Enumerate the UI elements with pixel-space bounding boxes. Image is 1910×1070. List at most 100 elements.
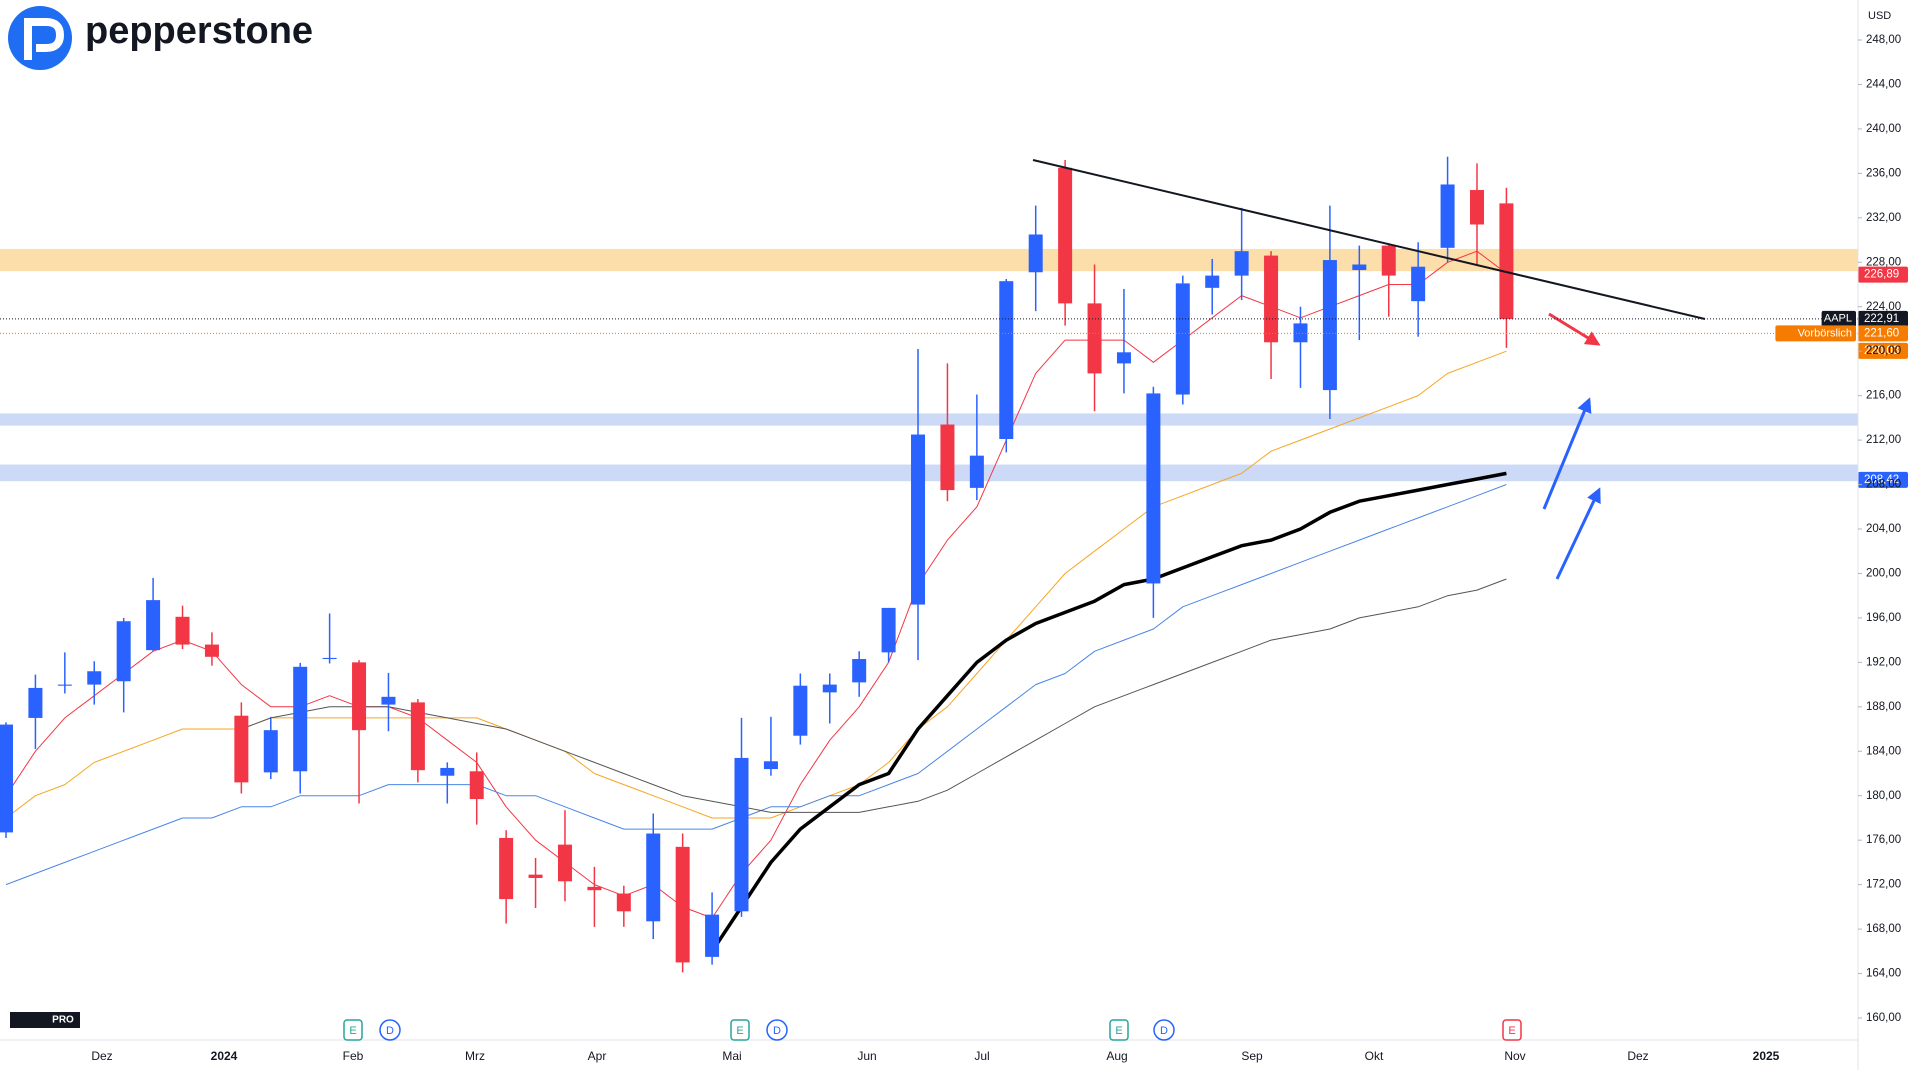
logo: pepperstone	[8, 6, 313, 70]
event-label: E	[736, 1025, 743, 1037]
candle-body	[734, 757, 749, 912]
event-marker	[1502, 1019, 1522, 1041]
trendline	[1032, 159, 1706, 320]
candle-body	[440, 767, 455, 776]
x-tick-label: Dez	[1627, 1049, 1648, 1063]
y-tick-label: 236,00	[1866, 167, 1901, 179]
y-tick-label: 220,00	[1866, 345, 1901, 357]
y-tick-label: 244,00	[1866, 78, 1901, 90]
x-tick-label: Mrz	[465, 1049, 485, 1063]
candle-body	[1499, 203, 1514, 319]
price-tag-label: Vorbörslich	[1798, 327, 1852, 339]
candle-body	[381, 696, 396, 705]
event-label: E	[1508, 1025, 1515, 1037]
tv-badge-text: PRO	[52, 1015, 74, 1026]
candle-body	[1116, 352, 1131, 364]
y-tick-label: 232,00	[1866, 212, 1901, 224]
x-tick-label: Dez	[91, 1049, 112, 1063]
event-label: D	[1160, 1025, 1168, 1037]
x-tick-label: Aug	[1106, 1049, 1127, 1063]
y-tick-label: 168,00	[1866, 923, 1901, 935]
tv-badge: PRO	[10, 1012, 80, 1028]
candle-body	[116, 621, 131, 682]
y-tick-label: 192,00	[1866, 656, 1901, 668]
candle-body	[1175, 283, 1190, 395]
y-tick-label: 208,00	[1866, 479, 1901, 491]
arrow	[1542, 397, 1592, 510]
candle-body	[999, 281, 1014, 439]
y-tick-label: 216,00	[1866, 390, 1901, 402]
candle-body	[0, 724, 13, 833]
candle-body	[499, 837, 514, 900]
price-badge	[1858, 310, 1908, 327]
candle-body	[793, 685, 808, 736]
candle-body	[528, 874, 543, 878]
tv-logo	[46, 1012, 80, 1028]
candle-body	[1028, 234, 1043, 273]
y-tick-label: 224,00	[1866, 301, 1901, 313]
zone	[0, 464, 1858, 482]
candle-body	[1087, 303, 1102, 374]
y-tick-label: 164,00	[1866, 968, 1901, 980]
candle-body	[204, 644, 219, 657]
candle-body	[1381, 245, 1396, 276]
candle-body	[469, 771, 484, 800]
candle-body	[587, 886, 602, 891]
x-tick-label: Apr	[588, 1049, 607, 1063]
event-marker	[730, 1019, 750, 1041]
candle-body	[969, 455, 984, 488]
x-tick-label: Mai	[722, 1049, 741, 1063]
price-tag	[1775, 325, 1856, 342]
x-tick-label: 2024	[211, 1049, 238, 1063]
event-label: D	[386, 1025, 394, 1037]
candle-body	[705, 914, 720, 957]
logo-icon	[24, 18, 65, 60]
event-marker	[766, 1019, 788, 1041]
candle-body	[293, 666, 308, 772]
price-badge	[1858, 471, 1908, 488]
candles	[0, 156, 1514, 973]
candle-body	[1352, 264, 1367, 271]
currency: USD	[1868, 10, 1891, 22]
candle-body	[1146, 393, 1161, 584]
y-tick-label: 228,00	[1866, 256, 1901, 268]
candle-body	[822, 684, 837, 693]
candle-body	[763, 761, 778, 770]
tv-logo	[10, 1012, 46, 1028]
y-tick-label: 184,00	[1866, 745, 1901, 757]
event-marker	[343, 1019, 363, 1041]
x-tick-label: Okt	[1365, 1049, 1384, 1063]
event-marker	[379, 1019, 401, 1041]
x-tick-label: Sep	[1241, 1049, 1263, 1063]
logo-text: pepperstone	[85, 10, 313, 52]
price-badge-label: 222,91	[1864, 313, 1899, 325]
y-tick-label: 188,00	[1866, 701, 1901, 713]
candle-body	[352, 662, 367, 731]
ma-lines	[5, 250, 1507, 953]
price-badge-label: 208,42	[1864, 474, 1899, 486]
candle-body	[322, 657, 337, 660]
x-tick-label: Nov	[1504, 1049, 1525, 1063]
x-tick-label: Jul	[974, 1049, 989, 1063]
y-tick-label: 180,00	[1866, 790, 1901, 802]
y-tick-label: 240,00	[1866, 123, 1901, 135]
candle-body	[146, 600, 161, 651]
price-tag	[1821, 310, 1856, 327]
axes: 248,00 244,00 240,00 236,00 232,00 228,00 224,…	[91, 34, 1901, 1063]
y-tick-label: 176,00	[1866, 834, 1901, 846]
price-tag-label: AAPL	[1824, 313, 1852, 325]
y-tick-label: 248,00	[1866, 34, 1901, 46]
event-label: E	[1115, 1025, 1122, 1037]
price-badge-label: 220,03	[1864, 345, 1899, 357]
event-label: E	[349, 1025, 356, 1037]
y-tick-label: 204,00	[1866, 523, 1901, 535]
candle-body	[852, 659, 867, 683]
candle-body	[1322, 260, 1337, 391]
ma-line	[5, 250, 1507, 919]
event-label: D	[773, 1025, 781, 1037]
candle-body	[881, 607, 896, 653]
price-badge	[1858, 266, 1908, 283]
